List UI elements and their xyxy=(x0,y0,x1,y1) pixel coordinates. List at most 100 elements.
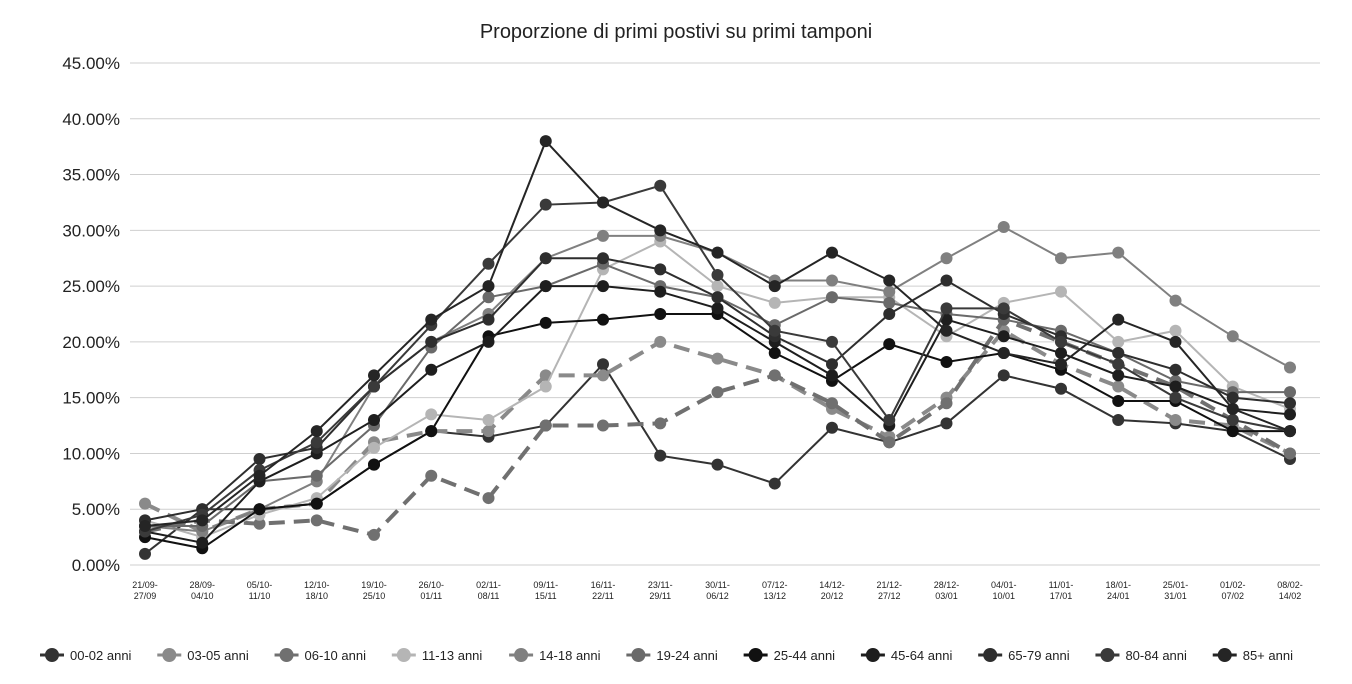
legend-label: 85+ anni xyxy=(1243,648,1293,663)
x-tick-label: 30/11-06/12 xyxy=(705,580,730,601)
series-marker xyxy=(883,436,896,449)
series-marker xyxy=(997,330,1010,343)
series-marker xyxy=(654,224,667,237)
series-marker xyxy=(940,417,953,430)
series-marker xyxy=(425,469,438,482)
series-marker xyxy=(711,386,724,399)
series-marker xyxy=(139,497,151,510)
series-marker xyxy=(1055,285,1067,298)
x-tick-line: 28/09- xyxy=(189,580,215,590)
x-tick-line: 03/01 xyxy=(935,591,958,601)
x-tick-line: 10/01 xyxy=(992,591,1015,601)
series-marker xyxy=(310,497,323,510)
series-marker xyxy=(1284,408,1296,421)
series-line xyxy=(144,328,1291,534)
series-marker xyxy=(368,528,380,541)
legend-marker xyxy=(45,648,59,662)
x-tick-line: 20/12 xyxy=(821,591,844,601)
x-tick-label: 19/10-25/10 xyxy=(361,580,387,601)
series-marker xyxy=(940,252,953,265)
x-tick-line: 16/11- xyxy=(591,580,616,590)
x-tick-line: 11/10 xyxy=(249,591,271,601)
x-tick-label: 21/12-27/12 xyxy=(876,580,902,601)
series-marker xyxy=(1112,347,1125,360)
series-marker xyxy=(883,413,896,426)
legend-marker xyxy=(1100,648,1115,662)
x-tick-line: 24/01 xyxy=(1107,591,1130,601)
series-marker xyxy=(539,280,552,293)
x-tick-line: 09/11- xyxy=(533,580,558,590)
x-tick-line: 01/02- xyxy=(1220,580,1246,590)
x-tick-line: 18/10 xyxy=(305,591,328,601)
series-marker xyxy=(425,408,438,421)
series-marker xyxy=(139,547,151,560)
series-marker xyxy=(253,517,266,530)
series-marker xyxy=(997,220,1010,233)
series-marker xyxy=(1169,391,1182,404)
series-marker xyxy=(539,252,552,265)
legend-marker xyxy=(1217,648,1232,662)
series-marker xyxy=(654,449,667,462)
chart-title: Proporzione di primi postivi su primi ta… xyxy=(480,21,872,43)
x-tick-line: 23/11- xyxy=(648,580,673,590)
x-tick-label: 12/10-18/10 xyxy=(304,580,330,601)
series-marker xyxy=(768,369,781,382)
series-marker xyxy=(539,198,552,211)
series-marker xyxy=(1169,413,1182,426)
x-tick-line: 21/09- xyxy=(132,580,158,590)
series-marker xyxy=(368,458,380,471)
x-tick-line: 27/09 xyxy=(134,591,157,601)
series-marker xyxy=(1055,358,1067,371)
series-marker xyxy=(1284,386,1296,399)
series-marker xyxy=(597,229,609,242)
series-marker xyxy=(711,352,724,365)
series-marker xyxy=(883,285,896,298)
series-marker xyxy=(368,441,380,454)
x-tick-line: 19/10- xyxy=(361,580,387,590)
series-marker xyxy=(482,291,495,304)
y-tick-label: 25.00% xyxy=(62,277,120,296)
x-tick-label: 05/10-11/10 xyxy=(247,580,273,601)
series-marker xyxy=(1226,391,1239,404)
x-tick-line: 06/12 xyxy=(706,591,729,601)
series-marker xyxy=(826,358,838,371)
x-tick-label: 28/09-04/10 xyxy=(189,580,215,601)
x-tick-line: 07/02 xyxy=(1221,591,1244,601)
series-marker xyxy=(310,425,323,438)
series-marker xyxy=(711,246,724,259)
series-marker xyxy=(482,492,495,505)
x-tick-line: 26/10- xyxy=(418,580,444,590)
legend-marker xyxy=(514,648,529,662)
x-tick-line: 28/12- xyxy=(934,580,960,590)
legend-label: 00-02 anni xyxy=(70,648,132,663)
series-marker xyxy=(597,280,609,293)
series-marker xyxy=(425,335,438,348)
x-tick-line: 14/12- xyxy=(819,580,845,590)
series-marker xyxy=(997,369,1010,382)
x-tick-line: 29/11 xyxy=(649,591,671,601)
legend-label: 80-84 anni xyxy=(1125,648,1187,663)
series-marker xyxy=(826,369,838,382)
x-tick-label: 04/01-10/01 xyxy=(991,580,1017,601)
series-marker xyxy=(1169,294,1182,307)
series-marker xyxy=(1169,324,1182,337)
x-tick-label: 02/11-08/11 xyxy=(476,580,501,601)
series-marker xyxy=(768,347,781,360)
series-marker xyxy=(1169,380,1182,393)
series-marker xyxy=(253,503,266,516)
series-marker xyxy=(1284,361,1296,374)
series-marker xyxy=(768,477,781,490)
series-marker xyxy=(1226,402,1239,415)
x-tick-label: 28/12-03/01 xyxy=(934,580,960,601)
series-marker xyxy=(597,419,609,432)
series-marker xyxy=(883,296,896,309)
x-tick-label: 01/02-07/02 xyxy=(1220,580,1246,601)
x-tick-label: 18/01-24/01 xyxy=(1105,580,1131,601)
x-tick-label: 23/11-29/11 xyxy=(648,580,673,601)
x-tick-line: 30/11- xyxy=(705,580,730,590)
series-marker xyxy=(597,196,609,209)
y-tick-label: 30.00% xyxy=(62,221,120,240)
x-tick-label: 14/12-20/12 xyxy=(819,580,845,601)
series-marker xyxy=(654,285,667,298)
series-marker xyxy=(711,291,724,304)
